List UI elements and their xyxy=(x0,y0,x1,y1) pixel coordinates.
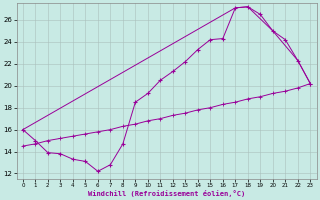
X-axis label: Windchill (Refroidissement éolien,°C): Windchill (Refroidissement éolien,°C) xyxy=(88,190,245,197)
